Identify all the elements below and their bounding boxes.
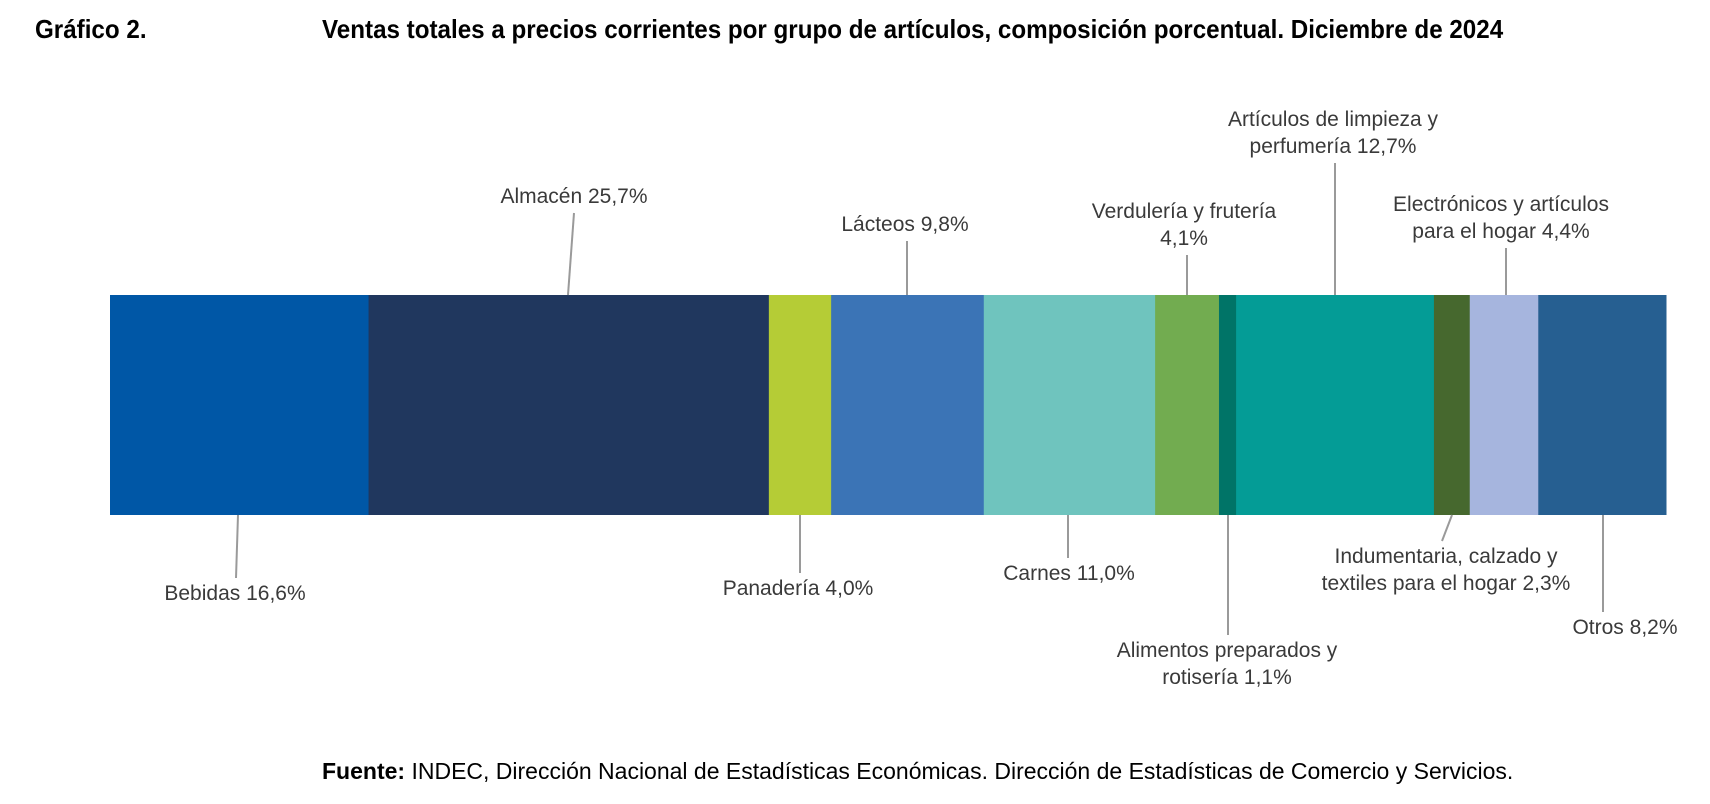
source-prefix: Fuente:: [322, 758, 406, 784]
segment-label: Panadería 4,0%: [723, 577, 874, 600]
bar-segments: [110, 295, 1667, 515]
segment-label: Lácteos 9,8%: [841, 213, 968, 236]
segment-label-line: Electrónicos y artículos: [1393, 193, 1609, 216]
segment-label-line: textiles para el hogar 2,3%: [1322, 572, 1571, 595]
segment-label-line: Panadería 4,0%: [723, 577, 874, 600]
bar-segment: [1469, 295, 1539, 515]
source-text: INDEC, Dirección Nacional de Estadística…: [411, 758, 1514, 784]
leader-lines: [235, 163, 1604, 635]
bar-segment: [1155, 295, 1220, 515]
segment-label-line: Otros 8,2%: [1572, 616, 1677, 639]
segment-label: Indumentaria, calzado y textiles para el …: [1322, 545, 1571, 595]
bar-segment: [110, 295, 370, 515]
segment-label: Electrónicos y artículos para el hogar 4,…: [1393, 193, 1609, 243]
leader-line: [1441, 514, 1453, 542]
figure-label: Gráfico 2.: [35, 14, 147, 44]
segment-label-line: Bebidas 16,6%: [164, 582, 305, 605]
chart-title: Ventas totales a precios corrientes por …: [322, 14, 1504, 44]
segment-label-line: Indumentaria, calzado y: [1335, 545, 1558, 568]
segment-label: Verdulería y frutería 4,1%: [1092, 200, 1277, 250]
segment-label-line: para el hogar 4,4%: [1412, 220, 1589, 243]
segment-label-line: perfumería 12,7%: [1250, 135, 1417, 158]
bar-segment: [831, 295, 985, 515]
leader-line: [235, 514, 239, 579]
segment-label: Otros 8,2%: [1572, 616, 1677, 639]
bar-segment: [1433, 295, 1471, 515]
bar-segment: [1218, 295, 1237, 515]
segment-label: Bebidas 16,6%: [164, 582, 305, 605]
segment-label-line: Almacén 25,7%: [500, 185, 647, 208]
leader-line: [567, 212, 575, 296]
bar-segment: [768, 295, 832, 515]
segment-label-line: Alimentos preparados y: [1117, 639, 1338, 662]
bar-segment: [368, 295, 770, 515]
source-note: Fuente: INDEC, Dirección Nacional de Est…: [322, 758, 1513, 785]
segment-label-line: Lácteos 9,8%: [841, 213, 968, 236]
segment-label-line: rotisería 1,1%: [1162, 666, 1292, 689]
segment-label: Alimentos preparados y rotisería 1,1%: [1117, 639, 1338, 689]
segment-label-line: 4,1%: [1160, 227, 1208, 250]
bar-segment: [1236, 295, 1435, 515]
segment-label-line: Carnes 11,0%: [1003, 562, 1135, 585]
segment-labels: Bebidas 16,6% Almacén 25,7% Panadería 4,0%…: [164, 108, 1677, 689]
segment-label-line: Verdulería y frutería: [1092, 200, 1277, 223]
segment-label: Almacén 25,7%: [500, 185, 647, 208]
bar-segment: [983, 295, 1156, 515]
bar-segment: [1538, 295, 1667, 515]
segment-label-line: Artículos de limpieza y: [1228, 108, 1439, 131]
segment-label: Artículos de limpieza y perfumería 12,7%: [1228, 108, 1439, 158]
segment-label: Carnes 11,0%: [1003, 562, 1135, 585]
